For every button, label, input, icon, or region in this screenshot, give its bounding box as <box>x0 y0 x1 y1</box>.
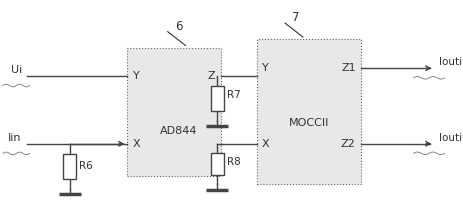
Text: X: X <box>261 139 269 149</box>
Text: Z: Z <box>207 71 215 81</box>
Text: Z1: Z1 <box>340 63 355 73</box>
Bar <box>211 153 223 175</box>
Text: R7: R7 <box>227 90 240 100</box>
Text: R8: R8 <box>227 157 240 167</box>
Text: Ui: Ui <box>11 65 22 75</box>
Bar <box>63 154 76 179</box>
Text: 6: 6 <box>175 20 182 33</box>
Text: Iin: Iin <box>8 133 22 143</box>
Bar <box>256 39 360 184</box>
Text: X: X <box>132 139 140 149</box>
Text: R6: R6 <box>79 161 93 171</box>
Bar <box>127 48 220 176</box>
Bar <box>211 86 223 111</box>
Text: Iouti: Iouti <box>438 57 461 67</box>
Text: Y: Y <box>132 71 139 81</box>
Text: AD844: AD844 <box>160 126 197 136</box>
Text: MOCCII: MOCCII <box>288 118 328 128</box>
Text: Z2: Z2 <box>340 139 355 149</box>
Text: Y: Y <box>261 63 268 73</box>
Text: Iouti: Iouti <box>438 133 461 143</box>
Text: 7: 7 <box>292 11 300 24</box>
